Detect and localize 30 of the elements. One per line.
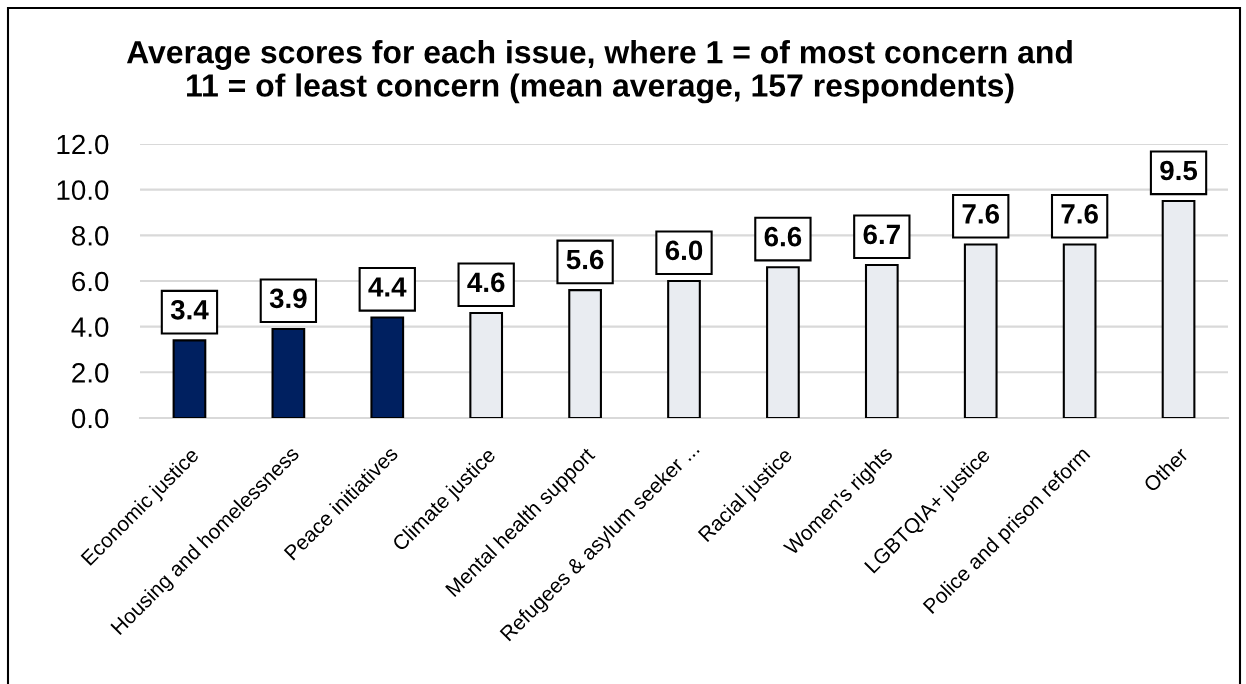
y-tick-label: 8.0 bbox=[72, 226, 109, 246]
data-label: 6.6 bbox=[764, 226, 802, 247]
y-tick-label: 4.0 bbox=[71, 317, 109, 338]
bar bbox=[864, 263, 899, 418]
bar bbox=[766, 266, 800, 418]
y-tick-label: 2.0 bbox=[72, 363, 109, 383]
data-label: 7.6 bbox=[962, 204, 1000, 224]
bar bbox=[271, 327, 306, 418]
bar bbox=[963, 243, 998, 418]
data-label: 3.4 bbox=[170, 299, 209, 320]
bar bbox=[1062, 243, 1097, 418]
data-label: 5.6 bbox=[566, 249, 604, 270]
bar bbox=[1161, 200, 1196, 418]
bar bbox=[469, 311, 504, 418]
y-tick-label: 0.0 bbox=[71, 408, 109, 429]
data-label: 9.5 bbox=[1160, 160, 1198, 181]
bar bbox=[568, 289, 602, 418]
data-label: 6.7 bbox=[863, 224, 900, 245]
data-label: 4.6 bbox=[467, 272, 505, 293]
data-label: 3.9 bbox=[269, 288, 307, 309]
data-label: 4.4 bbox=[368, 277, 407, 297]
y-tick-label: 6.0 bbox=[72, 271, 109, 292]
bar bbox=[370, 316, 405, 418]
y-tick-label: 12.0 bbox=[57, 134, 109, 155]
y-tick-label: 10.0 bbox=[57, 180, 109, 201]
bar bbox=[667, 279, 701, 418]
chart-title: Average scores for each issue, where 1 = of most concern and 11 = of least concern (mean average, 157 respondents) bbox=[126, 40, 1072, 104]
bar bbox=[172, 339, 207, 418]
data-label: 6.0 bbox=[665, 240, 703, 261]
data-label: 7.6 bbox=[1061, 204, 1098, 224]
